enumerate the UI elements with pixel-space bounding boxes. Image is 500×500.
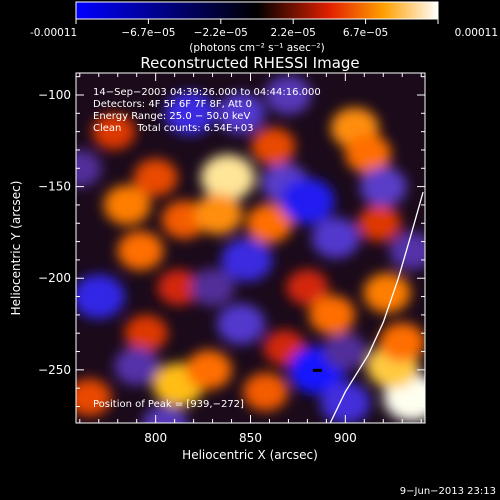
heatmap-blob xyxy=(359,166,407,207)
heatmap-blob xyxy=(280,178,335,225)
heatmap-blob xyxy=(363,272,411,313)
heatmap-blob xyxy=(92,113,136,150)
heatmap-blob xyxy=(246,203,293,243)
heatmap-blob xyxy=(265,75,312,115)
annotation-peak: Position of Peak = [939,−272] xyxy=(93,399,244,410)
heatmap-blob xyxy=(357,204,401,242)
heatmap-blob xyxy=(103,184,151,225)
heatmap-blob xyxy=(311,217,360,259)
heatmap-blob xyxy=(251,127,296,165)
heatmap-blob xyxy=(190,268,235,307)
heatmap-blob xyxy=(221,238,273,282)
colorbar: -0.00011 −6.7e−05 −2.2e−05 2.2e−05 6.7e−05 0.… xyxy=(30,1,498,54)
y-axis-label: Heliocentric Y (arcsec) xyxy=(9,181,23,316)
heatmap-blob xyxy=(309,295,356,335)
annotation-energy: Energy Range: 25.0 − 50.0 keV xyxy=(93,111,250,122)
heatmap-field xyxy=(76,75,425,423)
y-tick-label: −150 xyxy=(38,180,71,194)
colorbar-gradient xyxy=(75,1,439,20)
heatmap-blob xyxy=(157,269,200,306)
colorbar-tick-label: −2.2e−05 xyxy=(194,27,248,39)
heatmap-blob xyxy=(133,158,178,197)
colorbar-tick-label: 0.00011 xyxy=(455,27,498,39)
colorbar-tick-label: 6.7e−05 xyxy=(343,27,388,39)
x-tick-label: 900 xyxy=(334,431,357,445)
heatmap-blob xyxy=(217,303,266,345)
heatmap-blob xyxy=(200,154,255,201)
heatmap-blob xyxy=(389,231,425,270)
heatmap-blob xyxy=(320,381,371,423)
x-tick-label: 800 xyxy=(144,431,167,445)
axis-ticks: 800 850 900 −100 −150 −200 −250 xyxy=(38,73,425,445)
peak-marker xyxy=(312,368,322,372)
heatmap-blob xyxy=(286,269,329,306)
colorbar-ticks: -0.00011 −6.7e−05 −2.2e−05 2.2e−05 6.7e−05 0.… xyxy=(30,19,498,39)
heatmap-blob xyxy=(164,91,216,135)
heatmap-blob xyxy=(185,350,232,390)
x-axis-label: Heliocentric X (arcsec) xyxy=(182,448,318,462)
chart-title: Reconstructed RHESSI Image xyxy=(140,54,359,72)
heatmap-blob xyxy=(323,332,368,371)
plot-area: 800 850 900 −100 −150 −200 −250 xyxy=(38,72,426,445)
heatmap-blob xyxy=(243,372,289,411)
heatmap-blob xyxy=(76,274,125,319)
y-tick-label: −250 xyxy=(38,363,71,377)
heatmap-blob xyxy=(76,378,112,417)
footer-timestamp: 9−Jun−2013 23:13 xyxy=(400,486,496,497)
heatmap-blob xyxy=(76,149,102,187)
y-tick-label: −100 xyxy=(38,88,71,102)
solar-limb-curve xyxy=(329,191,424,423)
heatmap-blob xyxy=(142,405,189,423)
colorbar-tick-label: −6.7e−05 xyxy=(121,27,175,39)
colorbar-tick-label: 2.2e−05 xyxy=(271,27,316,39)
heatmap-blob xyxy=(117,231,164,271)
heatmap-blob xyxy=(114,347,160,386)
heatmap-blob xyxy=(379,322,425,362)
colorbar-unit-label: (photons cm⁻² s⁻¹ asec⁻²) xyxy=(189,42,324,54)
x-tick-label: 850 xyxy=(239,431,262,445)
y-tick-label: −200 xyxy=(38,271,71,285)
heatmap-blob xyxy=(345,134,392,174)
annotation-counts: Clean Total counts: 6.54E+03 xyxy=(93,123,253,134)
heatmap-blob xyxy=(124,314,168,352)
heatmap-blob xyxy=(194,193,243,235)
annotation-time: 14−Sep−2003 04:39:26.000 to 04:44:16.000 xyxy=(93,87,321,98)
heatmap-blob xyxy=(217,92,266,134)
colorbar-tick-label: -0.00011 xyxy=(30,27,77,39)
annotation-detectors: Detectors: 4F 5F 6F 7F 8F, Att 0 xyxy=(93,99,252,110)
annotation-block: 14−Sep−2003 04:39:26.000 to 04:44:16.000… xyxy=(93,87,321,410)
